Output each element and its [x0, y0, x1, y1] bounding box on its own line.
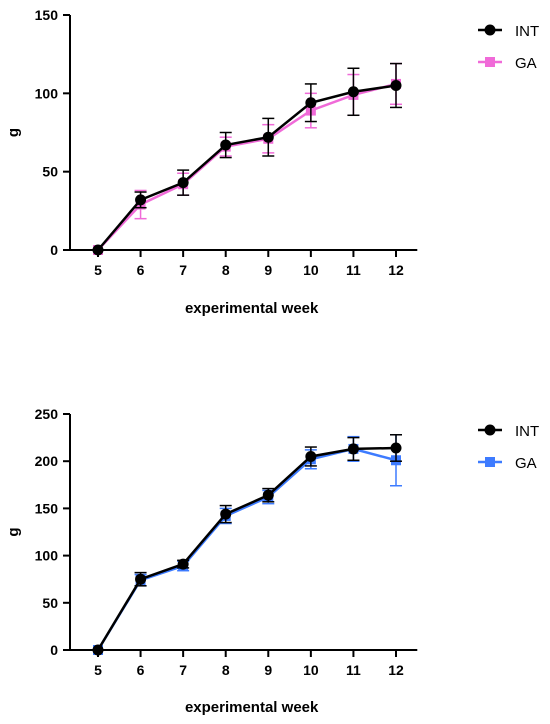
x-tick-label: 8	[222, 262, 230, 278]
legend-item-int: INT	[478, 23, 539, 40]
x-tick-label: 8	[222, 662, 230, 678]
data-point	[135, 194, 147, 206]
y-tick-label: 50	[42, 595, 58, 611]
x-axis-title: experimental week	[185, 699, 319, 716]
data-point	[390, 80, 402, 91]
x-tick-label: 11	[346, 262, 361, 278]
series-line	[97, 84, 397, 251]
legend-label: INT	[515, 423, 539, 440]
legend-label: GA	[515, 455, 537, 472]
legend-marker	[484, 424, 496, 436]
data-point	[262, 489, 274, 501]
data-point	[92, 244, 104, 256]
series-ga	[93, 434, 402, 655]
data-point	[177, 558, 189, 570]
data-point	[135, 573, 147, 585]
legend-marker	[484, 24, 496, 36]
data-point	[220, 139, 232, 151]
y-tick-label: 150	[35, 7, 59, 23]
data-point	[347, 443, 359, 455]
chart-bottom: 0 50 100 150 200 250 5 6 7 8 9 10 11 12 experimental w…	[5, 406, 539, 716]
data-point	[390, 442, 402, 454]
x-tick-label: 5	[94, 662, 102, 678]
y-tick-label: 0	[50, 242, 58, 258]
legend-item-ga: GA	[478, 55, 537, 72]
x-tick-label: 9	[264, 662, 272, 678]
x-tick-label: 5	[94, 262, 102, 278]
y-tick-label: 100	[35, 548, 59, 564]
legend-item-ga: GA	[478, 455, 537, 472]
x-tick-label: 12	[388, 262, 404, 278]
series-int	[92, 62, 402, 256]
data-point	[347, 86, 359, 98]
series-line	[96, 447, 397, 651]
x-tick-label: 7	[179, 662, 187, 678]
y-tick-label: 200	[35, 453, 59, 469]
series-int	[92, 434, 402, 656]
x-tick-label: 10	[303, 662, 319, 678]
x-tick-label: 11	[346, 662, 361, 678]
data-point	[220, 508, 232, 520]
legend-label: INT	[515, 23, 539, 40]
legend-marker	[485, 457, 495, 467]
data-point	[305, 97, 317, 109]
y-tick-label: 50	[42, 164, 58, 180]
data-point	[262, 131, 274, 143]
data-point	[305, 450, 317, 462]
x-axis-title: experimental week	[185, 300, 319, 317]
y-tick-label: 250	[35, 406, 59, 422]
data-point	[177, 177, 189, 189]
legend-label: GA	[515, 55, 537, 72]
chart-top: 0 50 100 150 5 6 7 8 9 10 11 12 experimental week g IN…	[5, 7, 539, 317]
series-line	[96, 446, 397, 651]
legend-marker	[485, 57, 495, 67]
x-tick-label: 7	[179, 262, 187, 278]
series-line	[97, 82, 397, 251]
data-point	[92, 644, 104, 656]
y-tick-label: 100	[35, 85, 59, 101]
x-tick-label: 10	[303, 262, 319, 278]
x-tick-label: 9	[264, 262, 272, 278]
x-tick-label: 6	[137, 262, 145, 278]
y-tick-label: 0	[50, 642, 58, 658]
x-tick-label: 6	[137, 662, 145, 678]
y-axis-title: g	[5, 527, 22, 536]
legend-item-int: INT	[478, 423, 539, 440]
x-tick-label: 12	[388, 662, 404, 678]
y-axis-title: g	[5, 128, 22, 137]
y-tick-label: 150	[35, 500, 59, 516]
